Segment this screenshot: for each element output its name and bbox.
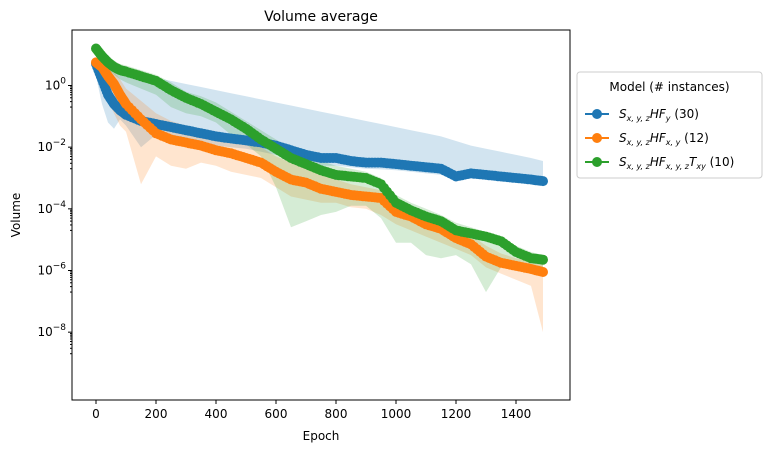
legend: Model (# instances) Sx, y, zHFy (30) Sx, y… [576, 71, 763, 179]
series-2-band [96, 59, 543, 333]
series-3-point [538, 254, 548, 265]
y-axis-ticks: 100 10−2 10−4 10−6 10−8 [37, 77, 72, 355]
legend-swatch-marker [592, 133, 602, 143]
y-axis-label: Volume [9, 193, 23, 238]
x-tick-label: 0 [92, 407, 100, 421]
y-tick-label: 10−2 [37, 138, 66, 154]
legend-entry-label: Sx, y, zHFx, y, zTxy (10) [619, 155, 734, 171]
x-axis-label: Epoch [303, 429, 340, 443]
series-1-band [96, 57, 543, 183]
series-1-point [538, 176, 548, 187]
y-tick-label: 10−6 [37, 262, 66, 278]
legend-title: Model (# instances) [609, 80, 729, 94]
x-tick-label: 400 [205, 407, 228, 421]
legend-box [576, 71, 763, 179]
y-tick-label: 10−8 [37, 323, 66, 339]
y-tick-label: 100 [45, 77, 66, 93]
chart-title: Volume average [264, 9, 378, 25]
y-tick-label: 10−4 [37, 200, 66, 216]
legend-swatch-marker [592, 157, 602, 167]
x-tick-label: 600 [265, 407, 288, 421]
legend-entry-label: Sx, y, zHFx, y (12) [619, 131, 709, 147]
x-tick-label: 800 [325, 407, 348, 421]
x-tick-label: 1200 [441, 407, 472, 421]
x-tick-label: 1000 [381, 407, 412, 421]
x-tick-label: 200 [145, 407, 168, 421]
x-tick-label: 1400 [501, 407, 532, 421]
plot-area-frame [71, 29, 571, 401]
x-axis-ticks: 0 200 400 600 800 1000 1200 1400 [92, 400, 531, 421]
series-lines [91, 43, 548, 277]
series-2-point [538, 267, 548, 277]
legend-entry-label: Sx, y, zHFy (30) [619, 107, 699, 123]
legend-swatch-marker [592, 109, 602, 119]
